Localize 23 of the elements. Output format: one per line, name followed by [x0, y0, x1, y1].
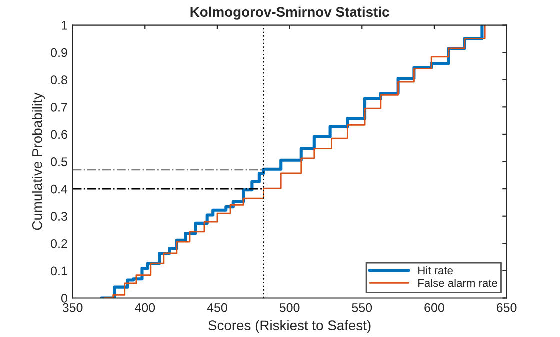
y-tick-label: 0.2	[51, 239, 68, 248]
y-tick-label: 0.3	[51, 212, 68, 222]
y-tick-label: 0.4	[51, 184, 68, 194]
y-tick-label: 0.6	[51, 130, 68, 140]
x-tick-label: 650	[497, 303, 517, 312]
y-tick-label: 0.7	[51, 102, 68, 112]
x-tick-label: 600	[424, 303, 444, 312]
x-tick-label: 550	[352, 303, 372, 312]
x-tick-label: 350	[62, 303, 83, 312]
y-tick-label: 0.9	[51, 48, 68, 58]
x-tick-label: 450	[207, 303, 228, 312]
y-tick-label: 0.8	[51, 76, 68, 85]
chart-title: Kolmogorov-Smirnov Statistic	[190, 6, 390, 20]
y-tick-label: 1	[62, 21, 68, 30]
y-axis-title: Cumulative Probability	[32, 92, 46, 230]
y-tick-label: 0.5	[51, 158, 68, 166]
legend-label: Hit rate	[418, 266, 453, 275]
x-axis-title: Scores (Riskiest to Safest)	[208, 320, 371, 334]
x-tick-label: 500	[280, 303, 300, 312]
y-tick-label: 0	[61, 294, 68, 303]
x-tick-label: 400	[134, 303, 156, 312]
legend-label: False alarm rate	[418, 279, 498, 288]
y-tick-label: 0.1	[51, 266, 68, 276]
